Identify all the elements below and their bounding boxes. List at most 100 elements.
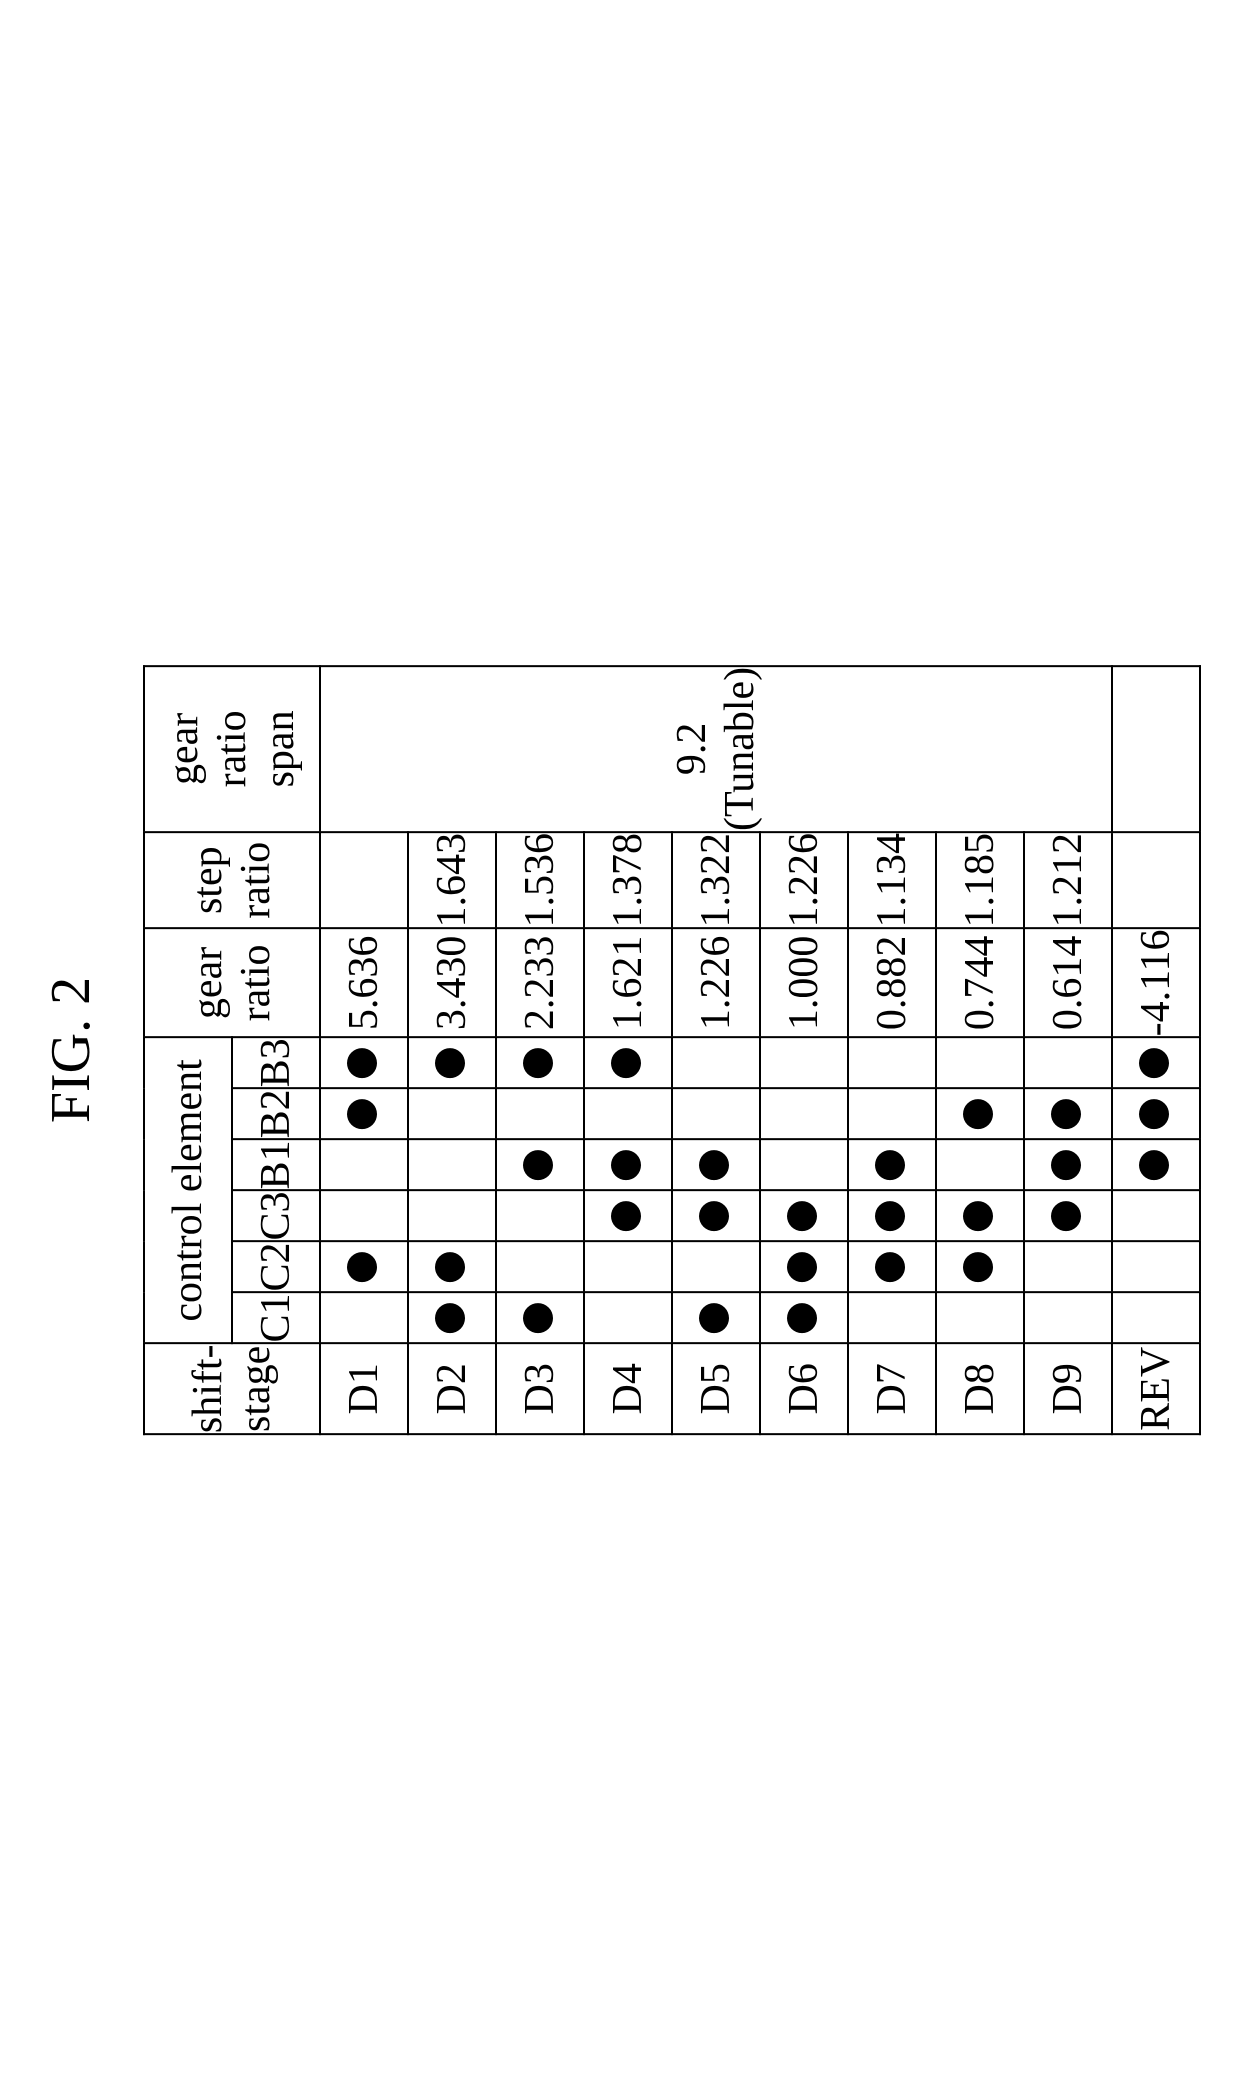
engaged-dot-icon [1139, 1099, 1169, 1129]
engaged-dot-icon [875, 1252, 905, 1282]
header-gear-ratio-span-line: gear [160, 667, 208, 831]
control-cell [936, 1190, 1024, 1241]
header-control-element: control element [144, 1037, 232, 1343]
control-cell [936, 1037, 1024, 1088]
control-cell [848, 1241, 936, 1292]
gear-ratio-cell: 1.000 [760, 928, 848, 1037]
control-cell [496, 1292, 584, 1343]
stage-cell: D2 [408, 1343, 496, 1434]
step-ratio-cell: 1.322 [672, 832, 760, 929]
control-cell [672, 1088, 760, 1139]
engaged-dot-icon [611, 1048, 641, 1078]
engaged-dot-icon [875, 1201, 905, 1231]
engaged-dot-icon [1139, 1048, 1169, 1078]
header-gear-ratio: gear ratio [144, 928, 320, 1037]
stage-cell: D8 [936, 1343, 1024, 1434]
step-ratio-cell: 1.378 [584, 832, 672, 929]
engaged-dot-icon [523, 1048, 553, 1078]
engaged-dot-icon [963, 1252, 993, 1282]
control-cell [320, 1241, 408, 1292]
stage-cell: D1 [320, 1343, 408, 1434]
control-cell [320, 1088, 408, 1139]
control-cell [672, 1139, 760, 1190]
gear-ratio-cell: 0.744 [936, 928, 1024, 1037]
engaged-dot-icon [435, 1252, 465, 1282]
engaged-dot-icon [1139, 1150, 1169, 1180]
page: FIG. 2 shift-stage control element gear … [0, 0, 1240, 2097]
engaged-dot-icon [963, 1201, 993, 1231]
gear-ratio-span-cell: 9.2(Tunable) [320, 666, 1112, 832]
gear-ratio-cell: 2.233 [496, 928, 584, 1037]
gear-ratio-span-line: (Tunable) [716, 667, 764, 831]
control-cell [584, 1190, 672, 1241]
control-cell [936, 1088, 1024, 1139]
step-ratio-cell: 1.185 [936, 832, 1024, 929]
gear-ratio-cell: 1.226 [672, 928, 760, 1037]
control-cell [848, 1139, 936, 1190]
control-cell [408, 1139, 496, 1190]
control-cell [1024, 1037, 1112, 1088]
control-cell [1112, 1292, 1200, 1343]
control-cell [1024, 1190, 1112, 1241]
gear-ratio-cell: 0.614 [1024, 928, 1112, 1037]
engaged-dot-icon [435, 1303, 465, 1333]
control-cell [848, 1292, 936, 1343]
engaged-dot-icon [347, 1099, 377, 1129]
step-ratio-cell: 1.134 [848, 832, 936, 929]
control-cell [496, 1241, 584, 1292]
control-cell [496, 1037, 584, 1088]
gear-ratio-span-cell-rev [1112, 666, 1200, 832]
control-cell [1112, 1190, 1200, 1241]
gear-ratio-cell: 1.621 [584, 928, 672, 1037]
step-ratio-cell: 1.226 [760, 832, 848, 929]
control-cell [584, 1241, 672, 1292]
table-row: D15.6369.2(Tunable) [320, 666, 408, 1434]
control-cell [848, 1190, 936, 1241]
control-cell [672, 1241, 760, 1292]
control-cell [1024, 1139, 1112, 1190]
control-cell [936, 1241, 1024, 1292]
control-cell [584, 1088, 672, 1139]
control-cell [408, 1292, 496, 1343]
gear-ratio-cell: -4.116 [1112, 928, 1200, 1037]
header-b2: B2 [232, 1088, 320, 1139]
control-cell [1112, 1037, 1200, 1088]
control-cell [760, 1241, 848, 1292]
control-cell [1024, 1241, 1112, 1292]
control-cell [496, 1139, 584, 1190]
engaged-dot-icon [1051, 1099, 1081, 1129]
engaged-dot-icon [787, 1303, 817, 1333]
header-step-ratio: step ratio [144, 832, 320, 929]
control-cell [1024, 1292, 1112, 1343]
control-cell [408, 1037, 496, 1088]
control-cell [760, 1037, 848, 1088]
stage-cell: D4 [584, 1343, 672, 1434]
stage-cell: D9 [1024, 1343, 1112, 1434]
header-shift-stage: shift-stage [144, 1343, 320, 1434]
header-b3: B3 [232, 1037, 320, 1088]
engaged-dot-icon [699, 1150, 729, 1180]
engaged-dot-icon [1051, 1150, 1081, 1180]
engaged-dot-icon [787, 1201, 817, 1231]
header-b1: B1 [232, 1139, 320, 1190]
control-cell [320, 1037, 408, 1088]
step-ratio-cell: 1.643 [408, 832, 496, 929]
control-cell [936, 1292, 1024, 1343]
control-cell [672, 1292, 760, 1343]
stage-cell: D5 [672, 1343, 760, 1434]
gear-ratio-cell: 0.882 [848, 928, 936, 1037]
engaged-dot-icon [347, 1048, 377, 1078]
header-row-1: shift-stage control element gear ratio s… [144, 666, 232, 1434]
engaged-dot-icon [699, 1303, 729, 1333]
figure-caption: FIG. 2 [39, 665, 103, 1435]
control-cell [848, 1037, 936, 1088]
engaged-dot-icon [963, 1099, 993, 1129]
control-cell [1024, 1088, 1112, 1139]
engaged-dot-icon [875, 1150, 905, 1180]
control-cell [320, 1139, 408, 1190]
control-cell [584, 1139, 672, 1190]
engaged-dot-icon [787, 1252, 817, 1282]
engaged-dot-icon [1051, 1201, 1081, 1231]
control-cell [1112, 1139, 1200, 1190]
engaged-dot-icon [435, 1048, 465, 1078]
